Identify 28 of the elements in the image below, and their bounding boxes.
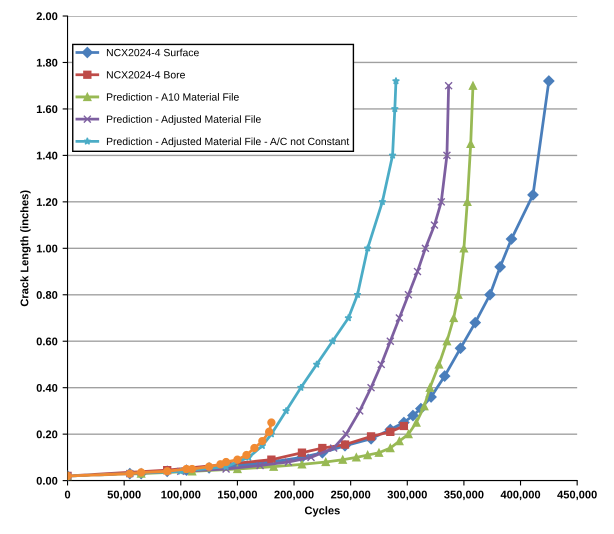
y-tick-label: 1.20 bbox=[36, 198, 58, 206]
y-tick-label: 0.00 bbox=[36, 476, 58, 485]
legend-label: NCX2024-4 Bore bbox=[106, 71, 185, 78]
y-tick-label: 1.60 bbox=[36, 105, 58, 114]
x-tick-label: 100,000 bbox=[161, 490, 200, 500]
legend-label: NCX2024-4 Surface bbox=[106, 48, 199, 56]
x-tick-label: 400,000 bbox=[500, 490, 540, 500]
legend-label: Prediction - Adjusted Material File - A/C not Constant bbox=[106, 137, 350, 148]
x-tick-label: 50,000 bbox=[108, 490, 141, 500]
x-tick-label: 150,000 bbox=[218, 490, 258, 500]
x-axis-title: Cycles bbox=[304, 506, 340, 517]
x-tick-label: 0 bbox=[64, 490, 70, 498]
x-tick-label: 200,000 bbox=[274, 490, 314, 500]
y-tick-label: 0.40 bbox=[36, 384, 58, 392]
legend-label: Prediction - A10 Material File bbox=[106, 93, 239, 101]
y-tick-label: 0.60 bbox=[36, 337, 58, 346]
y-axis-title: Crack Length (inches) bbox=[20, 190, 31, 306]
x-tick-label: 450,000 bbox=[557, 490, 597, 500]
x-tick-label: 350,000 bbox=[444, 490, 484, 500]
y-tick-label: 1.80 bbox=[36, 58, 58, 67]
y-tick-label: 1.40 bbox=[36, 152, 58, 160]
y-tick-label: 0.20 bbox=[36, 430, 58, 438]
legend-label: Prediction - Adjusted Material File bbox=[106, 115, 261, 125]
y-tick-label: 1.00 bbox=[36, 244, 58, 252]
y-tick-label: 2.00 bbox=[36, 12, 58, 20]
y-tick-label: 0.80 bbox=[36, 291, 58, 299]
x-tick-label: 300,000 bbox=[387, 490, 427, 500]
x-tick-label: 250,000 bbox=[330, 490, 370, 500]
